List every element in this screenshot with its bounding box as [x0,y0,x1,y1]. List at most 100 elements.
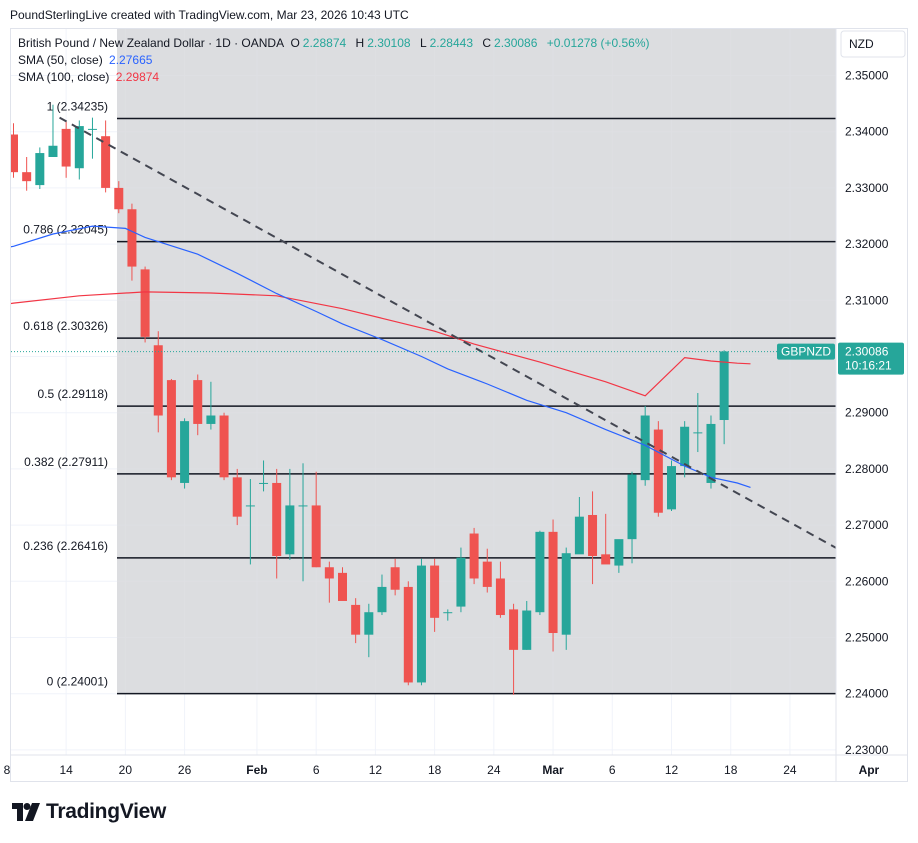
price-tag-countdown: 10:16:21 [845,359,892,373]
candle-body-down [114,187,124,210]
symbol-tag [777,343,835,360]
legend-symbol-row: British Pound / New Zealand Dollar · 1D … [18,36,653,50]
x-tick-label: 14 [59,763,73,777]
candle-body-down [166,380,176,478]
x-tick-label: 26 [178,763,192,777]
y-tick-label: 2.23000 [845,743,889,757]
candle-body-down [272,482,282,557]
candle-body-down [403,586,413,683]
x-tick-label: 24 [487,763,501,777]
attribution-text: PoundSterlingLive created with TradingVi… [10,8,409,22]
candle-body-down [11,134,18,173]
legend-close-label: C [482,36,492,50]
candle-body-down [390,567,400,590]
candle-body-down [140,269,150,337]
candle-body-up [522,610,532,650]
dashed-trendline [59,116,836,550]
candle-body-up [693,432,703,434]
legend-high-label: H [355,36,365,50]
legend-sma50-label: SMA (50, close) [18,53,103,67]
candle-body-down [101,136,111,188]
candle-body-up [640,415,650,481]
candle-body-down [653,429,663,513]
legend-symbol: British Pound / New Zealand Dollar · 1D … [18,36,285,50]
x-tick-label: 12 [665,763,679,777]
y-tick-label: 2.24000 [845,687,889,701]
candle-body-up [285,505,295,555]
x-tick-label: 6 [313,763,320,777]
y-tick-label: 2.31000 [845,293,889,307]
legend-change: +0.01278 (+0.56%) [546,36,650,50]
candle-body-up [298,505,308,507]
candle-body-down [311,505,321,568]
candle-body-down [509,609,519,650]
legend-sma50-row[interactable]: SMA (50, close) 2.27665 [18,53,155,67]
candle-body-up [706,423,716,483]
y-tick-label: 2.29000 [845,406,889,420]
candle-body-down [324,567,334,579]
x-tick-label: 6 [609,763,616,777]
legend-sma100-row[interactable]: SMA (100, close) 2.29874 [18,70,162,84]
candle-body-down [153,345,163,416]
candle-body-down [469,533,479,579]
candle-body-down [601,554,611,565]
chart-frame [10,28,908,782]
candle-body-down [61,128,71,167]
candle-body-up [719,351,729,421]
candle-body-up [377,586,387,613]
candle-body-down [548,531,558,634]
currency-label: NZD [849,37,874,51]
legend-sma50-value: 2.27665 [109,53,153,67]
candle-body-down [22,172,32,182]
x-tick-label: Feb [246,763,267,777]
fib-level-label-0.236: 0.236 (2.26416) [23,539,108,553]
fib-level-label-1: 1 (2.34235) [47,99,108,113]
candle-body-down [430,565,440,618]
candles-group [11,104,729,695]
y-tick-label: 2.25000 [845,631,889,645]
fib-level-label-0.382: 0.382 (2.27911) [24,455,108,469]
candle-body-up [48,145,58,157]
x-tick-label: Apr [859,763,880,777]
candle-body-up [35,153,45,186]
symbol-tag-label: GBPNZD [781,345,831,359]
y-tick-label: 2.34000 [845,125,889,139]
tradingview-logo-text: TradingView [46,800,167,823]
y-tick-label: 2.27000 [845,518,889,532]
candle-body-up [259,482,269,484]
candle-body-down [338,572,347,601]
x-tick-label: 20 [119,763,133,777]
y-tick-label: 2.35000 [845,69,889,83]
candle-body-down [351,604,361,635]
sma50-line [11,225,751,488]
candle-body-up [574,516,584,555]
y-tick-label: 2.28000 [845,462,889,476]
sma100-line [11,291,751,397]
legend-sma100-label: SMA (100, close) [18,70,110,84]
candle-body-up [87,128,97,130]
candle-body-down [219,415,229,478]
legend-low-value: 2.28443 [429,36,474,50]
candle-body-down [232,477,242,517]
legend-high-value: 2.30108 [367,36,411,50]
legend-sma100-value: 2.29874 [115,70,160,84]
tradingview-logo[interactable]: TradingView [12,800,166,824]
fib-level-label-0.786: 0.786 (2.32045) [23,223,108,237]
candle-body-up [180,421,190,483]
candle-body-up [667,466,676,510]
candle-body-up [443,612,453,614]
y-tick-label: 2.26000 [845,574,889,588]
x-tick-label: 18 [428,763,442,777]
candle-body-down [482,561,492,587]
candle-body-up [245,505,255,507]
price-tag [838,342,904,375]
candle-body-up [680,426,690,467]
candle-body-up [364,612,374,635]
candle-body-down [588,514,598,557]
y-tick-label: 2.32000 [845,237,889,251]
x-tick-label: Mar [542,763,564,777]
price-tag-value: 2.30086 [845,345,889,359]
fib-level-label-0: 0 (2.24001) [47,675,108,689]
candle-body-down [127,209,137,267]
